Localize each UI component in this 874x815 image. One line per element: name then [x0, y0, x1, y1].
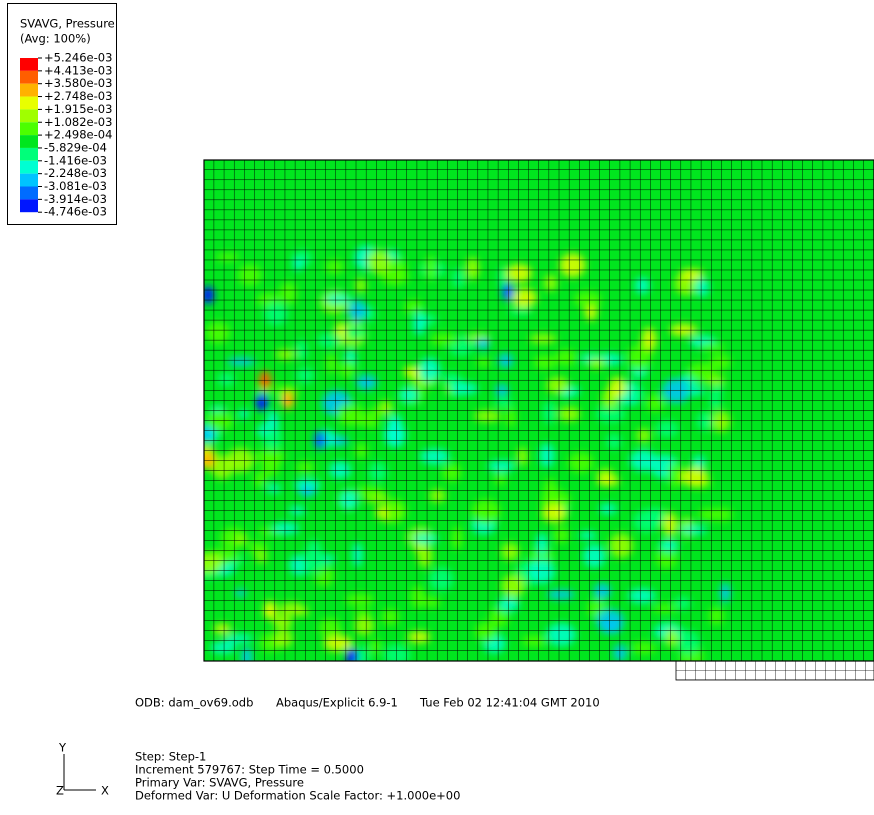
legend-swatch: [20, 147, 38, 161]
legend-level: +5.246e-03: [44, 51, 112, 65]
legend-swatch: [20, 58, 38, 71]
legend-subtitle: (Avg: 100%): [20, 32, 91, 46]
increment-info: Increment 579767: Step Time = 0.5000: [135, 763, 364, 777]
legend-level: +1.915e-03: [44, 102, 112, 116]
legend-swatch: [20, 186, 38, 200]
legend-title: SVAVG, Pressure: [20, 17, 115, 31]
legend-swatch: [20, 96, 38, 110]
legend-level: +4.413e-03: [44, 63, 112, 77]
legend-swatch: [20, 173, 38, 187]
legend-swatch: [20, 160, 38, 174]
legend-level: -3.914e-03: [44, 192, 107, 206]
triad-label-z: Z: [56, 784, 64, 798]
foundation-mesh: [675, 660, 874, 681]
mesh: [204, 160, 874, 661]
primary-var: Primary Var: SVAVG, Pressure: [135, 776, 304, 790]
legend-level: -3.081e-03: [44, 179, 107, 193]
legend-swatch: [20, 122, 38, 136]
solver-version: Abaqus/Explicit 6.9-1: [276, 696, 398, 710]
odb-name: ODB: dam_ov69.odb: [135, 696, 253, 710]
legend-level: +2.498e-04: [44, 128, 112, 142]
legend-level: +3.580e-03: [44, 76, 112, 90]
legend-level: -5.829e-04: [44, 140, 107, 154]
triad-label-x: X: [101, 784, 109, 798]
legend-level: -2.248e-03: [44, 166, 107, 180]
legend-level: -1.416e-03: [44, 153, 107, 167]
legend-swatch: [20, 135, 38, 148]
legend-level: +2.748e-03: [44, 89, 112, 103]
part-outline: [203, 159, 874, 662]
legend-level: +1.082e-03: [44, 115, 112, 129]
odb-date: Tue Feb 02 12:41:04 GMT 2010: [419, 696, 600, 710]
legend: +5.246e-03+4.413e-03+3.580e-03+2.748e-03…: [20, 51, 112, 219]
legend-level: -4.746e-03: [44, 205, 107, 219]
legend-swatch: [20, 83, 38, 97]
triad-label-y: Y: [58, 741, 67, 755]
contour-plot: [204, 160, 874, 661]
legend-swatch: [20, 70, 38, 84]
step-info: Step: Step-1: [135, 750, 206, 764]
legend-swatch: [20, 199, 38, 213]
deformed-var: Deformed Var: U Deformation Scale Factor…: [135, 789, 460, 803]
legend-swatch: [20, 109, 38, 123]
